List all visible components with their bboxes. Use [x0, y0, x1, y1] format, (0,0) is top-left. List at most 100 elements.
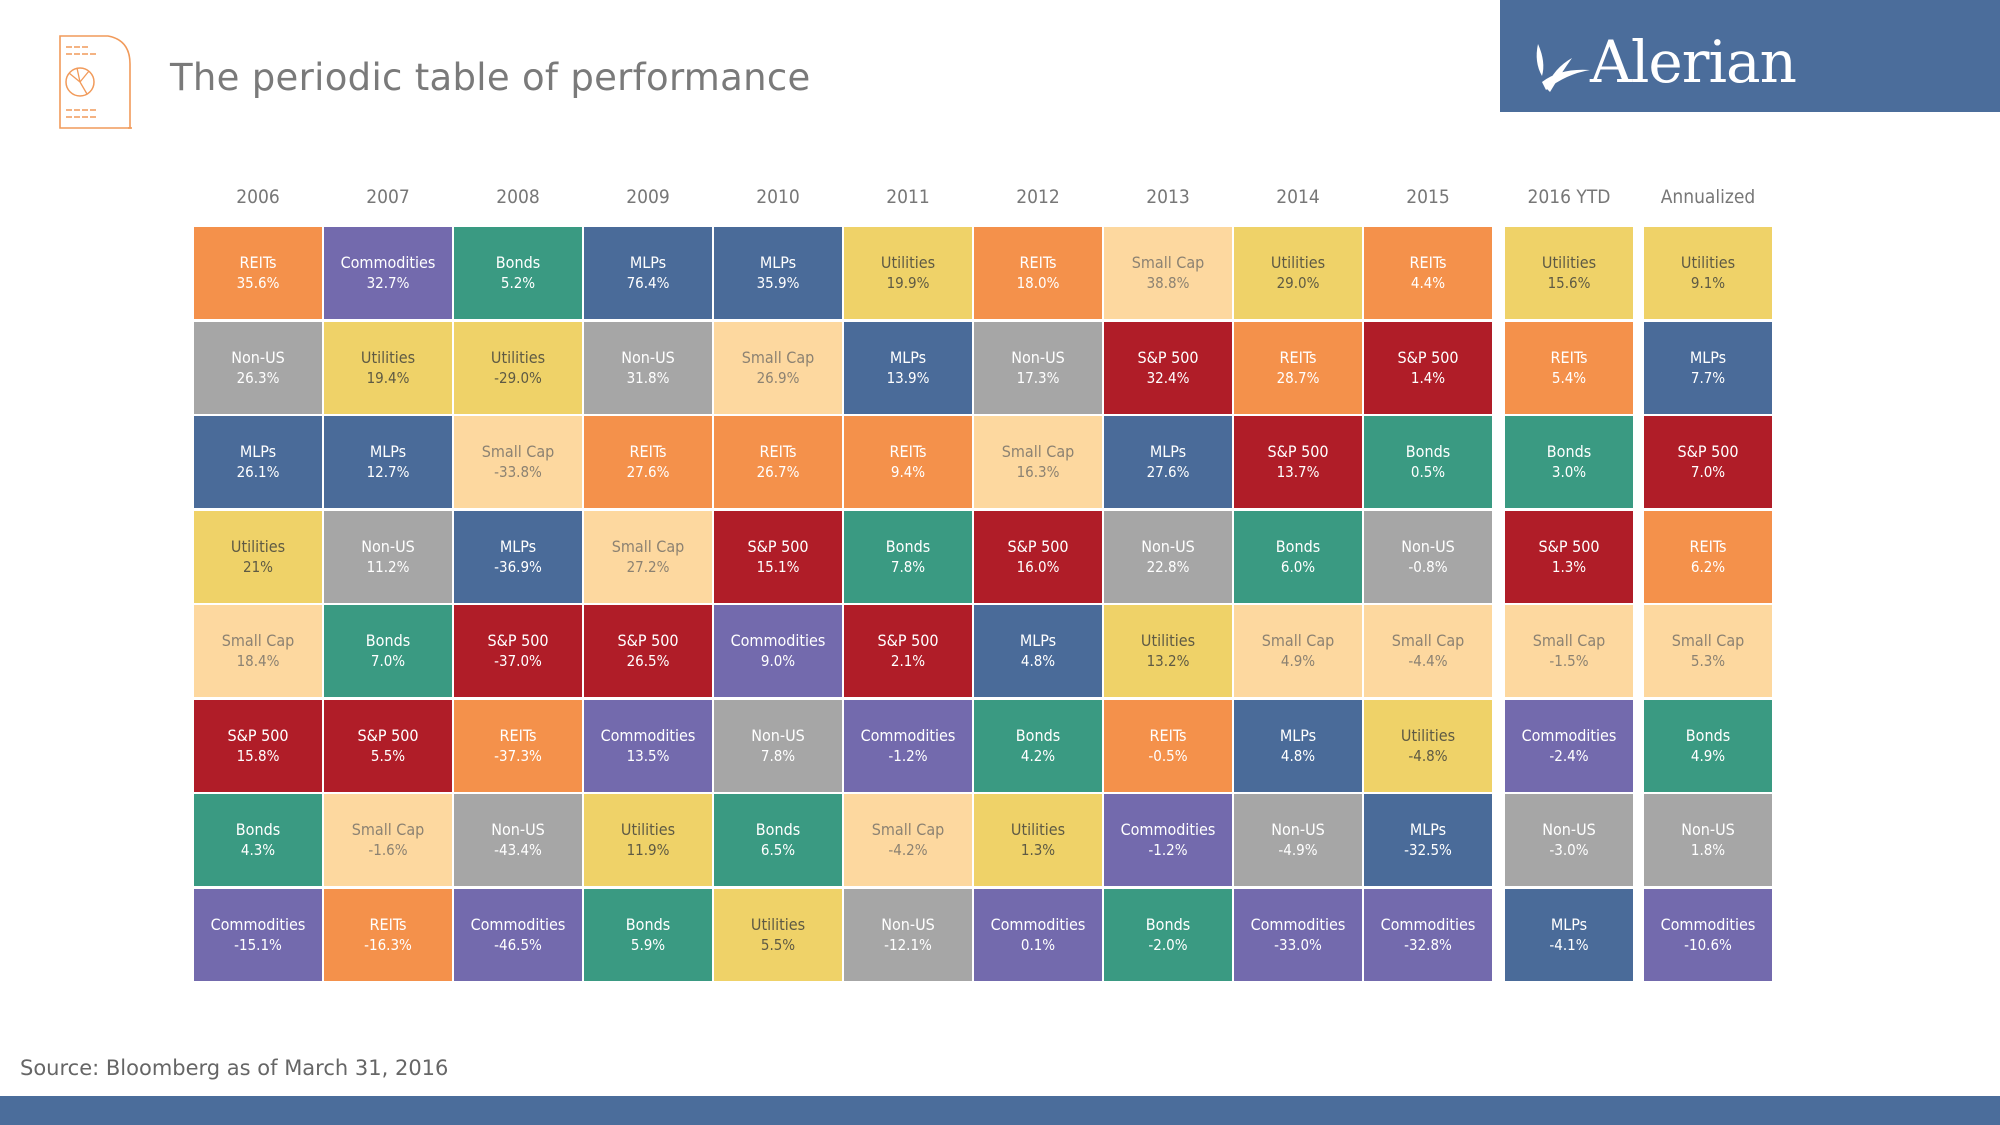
return-value: 5.2% [500, 274, 536, 292]
column-header: 2007 [366, 186, 410, 208]
table-cell: MLPs 26.1% [194, 416, 322, 508]
asset-class-label: Utilities [1400, 725, 1456, 745]
return-value: 0.1% [1020, 935, 1056, 954]
column-header: 2008 [496, 186, 540, 208]
asset-class-label: Commodities [210, 914, 306, 934]
return-value: 35.9% [756, 274, 800, 292]
return-value: 11.9% [626, 841, 670, 859]
table-cell: Non-US 26.3% [194, 321, 322, 414]
table-cell: Bonds 6.0% [1234, 510, 1362, 603]
asset-class-label: S&P 500 [1397, 347, 1459, 367]
table-cell: S&P 500 1.4% [1364, 321, 1492, 414]
asset-class-label: S&P 500 [1267, 442, 1329, 461]
table-cell: MLPs 4.8% [974, 605, 1102, 697]
column-header: 2016 YTD [1527, 186, 1611, 208]
table-cell: Commodities 9.0% [714, 605, 842, 697]
asset-class-label: Commodities [990, 914, 1086, 934]
table-cell: Bonds 6.5% [714, 794, 842, 886]
asset-class-label: Utilities [620, 820, 676, 839]
asset-class-label: Utilities [230, 536, 286, 556]
asset-class-label: MLPs [369, 442, 407, 461]
table-cell: Utilities 19.4% [324, 321, 452, 414]
asset-class-label: Utilities [1541, 253, 1597, 272]
return-value: -2.0% [1148, 935, 1188, 954]
table-cell: S&P 500 2.1% [844, 605, 972, 697]
return-value: 9.4% [890, 463, 926, 481]
source-note: Source: Bloomberg as of March 31, 2016 [20, 1056, 449, 1080]
asset-class-label: Utilities [1140, 631, 1196, 650]
return-value: 29.0% [1276, 274, 1320, 292]
table-cell: Commodities 0.1% [974, 888, 1102, 981]
return-value: 18.4% [236, 652, 280, 670]
return-value: 1.3% [1551, 557, 1587, 576]
table-cell: Bonds 4.3% [194, 794, 322, 886]
table-cell: S&P 500 26.5% [584, 605, 712, 697]
return-value: 13.9% [886, 368, 930, 387]
asset-class-label: S&P 500 [617, 631, 679, 650]
return-value: 4.8% [1280, 746, 1316, 765]
asset-class-label: REITs [1550, 347, 1588, 367]
table-cell: Commodities -2.4% [1505, 699, 1633, 792]
column-header: Annualized [1660, 186, 1756, 208]
return-value: -37.3% [494, 746, 542, 765]
return-value: 26.9% [756, 368, 800, 387]
return-value: -33.8% [494, 463, 542, 481]
asset-class-label: REITs [629, 442, 667, 461]
table-cell: Bonds 5.9% [584, 888, 712, 981]
return-value: 35.6% [236, 274, 280, 292]
return-value: 16.3% [1016, 463, 1060, 481]
asset-class-label: Utilities [750, 914, 806, 934]
return-value: 76.4% [626, 274, 670, 292]
return-value: 7.0% [1690, 463, 1726, 481]
table-cell: S&P 500 1.3% [1505, 510, 1633, 603]
column-header: 2011 [886, 186, 930, 208]
return-value: -29.0% [494, 368, 542, 387]
table-cell: Non-US -43.4% [454, 794, 582, 886]
return-value: 6.5% [760, 841, 796, 859]
asset-class-label: S&P 500 [1538, 536, 1600, 556]
asset-class-label: Small Cap [351, 820, 425, 839]
asset-class-label: Small Cap [871, 820, 945, 839]
table-cell: S&P 500 15.8% [194, 699, 322, 792]
table-cell: MLPs 4.8% [1234, 699, 1362, 792]
table-cell: Utilities -4.8% [1364, 699, 1492, 792]
return-value: 5.4% [1551, 368, 1587, 387]
asset-class-label: Commodities [1250, 914, 1346, 934]
table-cell: MLPs 13.9% [844, 321, 972, 414]
table-cell: Commodities 32.7% [324, 227, 452, 319]
return-value: 21% [243, 557, 273, 576]
table-cell: Non-US -4.9% [1234, 794, 1362, 886]
table-cell: Small Cap 5.3% [1644, 605, 1772, 697]
asset-class-label: Small Cap [221, 631, 295, 650]
asset-class-label: REITs [759, 442, 797, 461]
table-cell: Utilities 9.1% [1644, 227, 1772, 319]
column-header: 2014 [1276, 186, 1320, 208]
table-cell: Non-US 11.2% [324, 510, 452, 603]
column-header: 2015 [1406, 186, 1450, 208]
table-cell: Utilities 5.5% [714, 888, 842, 981]
asset-class-label: Bonds [1405, 442, 1451, 461]
asset-class-label: REITs [889, 442, 927, 461]
return-value: 9.0% [760, 652, 796, 670]
return-value: 4.3% [240, 841, 276, 859]
asset-class-label: Small Cap [1131, 253, 1205, 272]
return-value: -1.6% [368, 841, 408, 859]
return-value: 1.4% [1410, 368, 1446, 387]
return-value: 7.8% [760, 746, 796, 765]
return-value: 4.8% [1020, 652, 1056, 670]
asset-class-label: Non-US [361, 536, 415, 556]
return-value: 5.3% [1690, 652, 1726, 670]
return-value: -32.8% [1404, 935, 1452, 954]
asset-class-label: Non-US [1681, 820, 1735, 839]
asset-class-label: Non-US [1401, 536, 1455, 556]
table-cell: Commodities -10.6% [1644, 888, 1772, 981]
asset-class-label: Commodities [860, 725, 956, 745]
asset-class-label: S&P 500 [1007, 536, 1069, 556]
table-cell: S&P 500 -37.0% [454, 605, 582, 697]
table-cell: Non-US 1.8% [1644, 794, 1772, 886]
asset-class-label: Utilities [1680, 253, 1736, 272]
asset-class-label: MLPs [1149, 442, 1187, 461]
asset-class-label: S&P 500 [747, 536, 809, 556]
return-value: 13.7% [1276, 463, 1320, 481]
table-cell: MLPs -36.9% [454, 510, 582, 603]
